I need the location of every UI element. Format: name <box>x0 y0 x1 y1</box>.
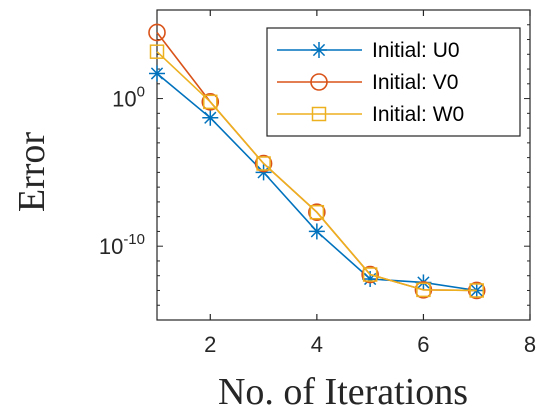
marker-square <box>362 267 378 282</box>
y-tick-exponent: 0 <box>137 84 145 101</box>
marker-stroke <box>312 43 326 57</box>
marker-stroke <box>470 284 483 297</box>
data-point <box>254 154 273 173</box>
data-point <box>203 94 218 110</box>
legend: Initial: U0 Initial: V0 Initial: W0 <box>266 27 521 137</box>
data-point <box>256 156 271 171</box>
data-point <box>308 203 326 222</box>
marker-circle <box>201 93 220 111</box>
marker-square <box>256 156 271 171</box>
legend-label: Initial: V0 <box>372 71 458 94</box>
marker-stroke <box>204 111 217 124</box>
y-tick-label: 100 <box>112 84 145 112</box>
x-tick-label: 8 <box>524 332 536 357</box>
series-line <box>156 51 477 292</box>
data-point <box>311 42 327 58</box>
marker-square <box>203 94 218 110</box>
data-point <box>148 23 166 42</box>
data-point <box>362 267 378 282</box>
marker-stroke <box>150 67 164 80</box>
marker-square <box>149 44 165 59</box>
y-tick-exponent: -10 <box>123 231 145 248</box>
x-tick-label: 4 <box>311 332 323 357</box>
data-point <box>308 223 325 240</box>
data-point <box>255 164 272 181</box>
data-point <box>149 65 165 82</box>
marker-square <box>469 283 484 298</box>
marker-circle <box>310 73 328 91</box>
data-point <box>310 73 328 91</box>
y-axis-label: Error <box>11 132 53 213</box>
legend-entry: Initial: W0 <box>277 103 464 126</box>
data-point <box>201 93 220 111</box>
marker-square <box>416 282 431 298</box>
x-tick-label: 6 <box>417 332 429 357</box>
marker-stroke <box>257 166 270 179</box>
x-tick-label: 2 <box>204 332 216 357</box>
legend-label: Initial: U0 <box>372 39 460 62</box>
data-point <box>202 109 219 126</box>
legend-entry: Initial: U0 <box>277 39 460 62</box>
data-point <box>469 283 484 298</box>
marker-circle <box>254 154 273 173</box>
legend-entry: Initial: V0 <box>277 71 458 94</box>
data-point <box>311 106 327 122</box>
marker-circle <box>361 265 379 284</box>
marker-square <box>311 106 327 122</box>
series-square <box>149 44 484 298</box>
marker-circle <box>148 23 166 42</box>
legend-label: Initial: W0 <box>372 103 464 126</box>
data-point <box>361 265 379 284</box>
data-point <box>309 204 325 220</box>
series-layer <box>148 23 486 300</box>
marker-circle <box>308 203 326 222</box>
data-point <box>149 44 165 59</box>
x-axis-label: No. of Iterations <box>218 371 468 413</box>
data-point <box>416 282 431 298</box>
marker-square <box>309 204 325 220</box>
plot-frame <box>156 9 531 321</box>
marker-stroke <box>310 225 323 238</box>
